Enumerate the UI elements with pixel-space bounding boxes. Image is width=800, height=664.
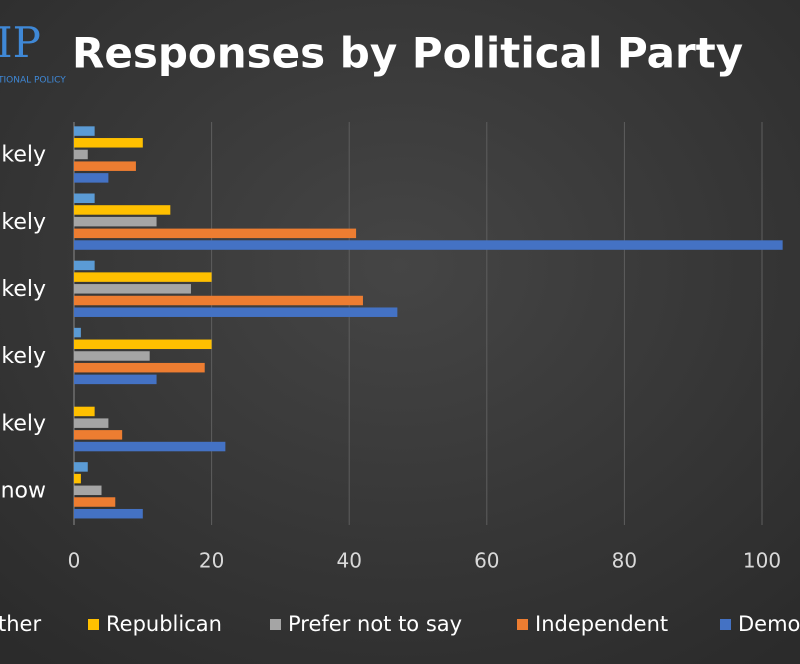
bar — [74, 272, 212, 282]
bar — [74, 473, 81, 484]
legend-label: Republican — [106, 612, 222, 636]
legend-label: Demo — [738, 612, 800, 636]
bar — [74, 161, 136, 171]
bar — [74, 126, 95, 136]
bar — [74, 418, 109, 428]
bar — [74, 205, 171, 215]
chart-title: Responses by Political Party — [72, 29, 743, 78]
bar — [74, 138, 143, 148]
x-tick-label: 0 — [68, 549, 81, 573]
x-tick-label: 60 — [474, 549, 499, 573]
y-tick-label: kely — [1, 277, 46, 302]
bar — [74, 351, 150, 361]
bar — [74, 362, 205, 373]
y-tick-label: kely — [1, 411, 46, 436]
legend-label: Independent — [535, 612, 668, 636]
bar — [74, 260, 95, 271]
bar — [74, 228, 357, 239]
logo-mark: IP — [0, 18, 41, 67]
bar — [74, 406, 95, 417]
bar — [74, 508, 143, 519]
legend-swatch — [88, 619, 99, 630]
bar — [74, 295, 363, 306]
bar — [74, 327, 81, 338]
x-tick-label: 20 — [199, 549, 224, 573]
bar — [74, 284, 191, 294]
legend-swatch — [270, 619, 281, 630]
bar — [74, 374, 157, 385]
legend-swatch — [720, 619, 731, 630]
bar — [74, 240, 783, 250]
bar — [74, 430, 123, 440]
bar — [74, 216, 157, 227]
x-tick-label: 80 — [612, 549, 637, 573]
bar — [74, 307, 398, 317]
bar — [74, 339, 212, 350]
y-tick-label: now — [1, 478, 46, 503]
logo-caption: TIONAL POLICY — [0, 76, 66, 86]
bar — [74, 193, 95, 203]
y-tick-label: ikely — [0, 344, 46, 369]
bar — [74, 485, 102, 496]
x-tick-label: 100 — [743, 549, 781, 573]
bar — [74, 497, 116, 507]
x-tick-label: 40 — [336, 549, 361, 573]
bar — [74, 149, 88, 160]
bar — [74, 173, 109, 183]
legend-swatch — [517, 619, 528, 630]
legend-label: Prefer not to say — [288, 612, 462, 636]
y-tick-label: ikely — [0, 210, 46, 235]
bar — [74, 462, 88, 472]
y-tick-label: kely — [1, 143, 46, 168]
legend-label: ther — [0, 612, 41, 636]
bar — [74, 441, 226, 452]
